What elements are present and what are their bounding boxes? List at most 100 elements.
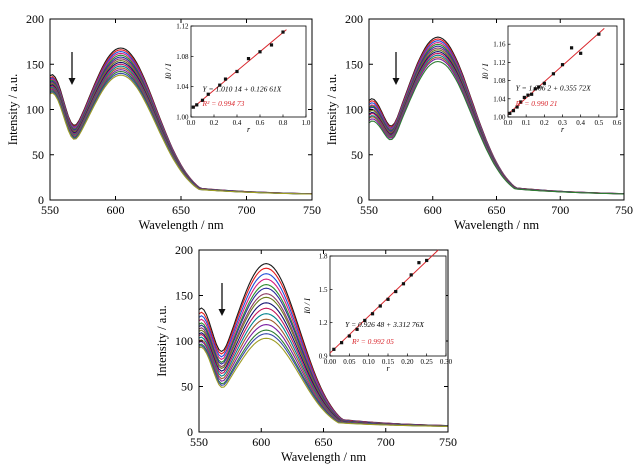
inset-y-tick-label: 1.00 [493,114,506,122]
data-point [394,289,398,294]
data-point [530,92,534,96]
x-axis-title: Wavelength / nm [138,218,223,232]
inset-x-tick-label: 0.15 [382,358,395,366]
inset-x-tick-label: 0.4 [576,119,585,127]
data-point [218,83,222,87]
x-tick-label: 700 [551,203,569,217]
x-tick-label: 700 [238,203,256,217]
x-tick-label: 750 [439,435,457,449]
inset-x-tick-label: 0.30 [440,358,453,366]
data-point [206,92,210,96]
data-point [542,81,546,85]
data-point [363,318,367,323]
x-axis-title: Wavelength / nm [454,218,539,232]
data-point [522,95,526,100]
inset-y-tick-label: 1.12 [176,23,189,31]
inset-x-tick-label: 0.8 [279,119,288,127]
arrow-head-icon [218,309,226,316]
inset-y-tick-label: 0.9 [319,353,328,361]
panel-a: 550 600 650 700 750 0 50 100 150 200 Wavelength / … [6,12,321,232]
inset-x-tick-label: 0.6 [256,119,265,127]
y-tick-label: 100 [26,103,44,117]
inset-x-tick-label: 0.3 [558,119,567,127]
inset-x-tick-label: 0.25 [421,358,434,366]
data-point [347,334,351,338]
y-tick-label: 0 [187,425,193,439]
inset-y-tick-label: 1.8 [319,253,328,261]
x-tick-label: 600 [252,435,270,449]
inset-y-tick-label: 1.08 [493,77,506,85]
data-point [417,261,421,265]
inset-y-tick-label: 1.16 [493,41,506,49]
spectrum-curve [198,337,448,427]
inset-frame [329,255,447,357]
inset-x-tick-label: 0.0 [187,119,196,127]
y-axis-title: Intensity / a.u. [155,305,169,377]
y-tick-label: 200 [175,243,193,257]
y-tick-label: 0 [38,193,44,207]
data-point [597,32,601,36]
y-axis-title: Intensity / a.u. [6,74,20,146]
inset-x-tick-label: 0.0 [504,119,513,127]
data-point [537,85,541,89]
y-tick-label: 50 [351,148,363,162]
y-tick-label: 100 [175,334,193,348]
data-point [355,327,359,331]
fit-equation: Y = 0.926 48 + 3.312 76X [345,320,424,329]
inset-x-tick-label: 0.00 [324,358,337,366]
x-tick-label: 700 [377,435,395,449]
data-point [269,43,274,47]
data-point [579,51,583,55]
inset-x-axis-title: r [386,364,390,373]
data-point [332,347,336,351]
data-point [386,297,390,301]
fit-equation: Y = 1.006 2 + 0.355 72X [516,84,592,93]
y-tick-label: 50 [181,380,193,394]
data-point [191,105,195,109]
x-tick-label: 650 [172,203,190,217]
inset-y-axis-title: I0 / I [303,298,312,315]
data-point [200,98,205,102]
inset-y-axis-title: I0 / I [481,63,490,80]
inset-x-tick-label: 1.0 [302,119,311,127]
inset-y-tick-label: 1.5 [319,286,328,294]
inset-x-tick-label: 0.20 [401,358,414,366]
inset-x-tick-label: 0.2 [540,119,549,127]
y-tick-label: 200 [345,12,363,26]
spectrum-curve [368,60,624,195]
data-point [195,103,199,107]
inset-y-tick-label: 1.12 [493,59,506,67]
panel-c: 550 600 650 700 750 0 50 100 150 200 Wavelength / … [155,243,457,464]
spectrum-curve [49,74,313,195]
data-point [508,111,512,115]
x-tick-label: 550 [360,203,378,217]
inset-x-axis-title: r [247,125,251,134]
data-point [378,304,382,308]
y-axis-title: Intensity / a.u. [325,74,339,146]
arrow-head-icon [392,78,400,85]
data-point [223,77,228,81]
inset-frame [190,25,307,118]
x-tick-label: 650 [315,435,333,449]
data-point [409,273,413,277]
data-point [551,72,556,76]
inset-x-tick-label: 0.4 [233,119,242,127]
x-tick-label: 750 [303,203,321,217]
data-point [560,63,565,67]
inset-x-tick-label: 0.2 [210,119,219,127]
fit-equation: Y = 1.010 14 + 0.126 61X [203,85,282,94]
data-point [511,109,516,113]
y-tick-label: 200 [26,12,44,26]
x-axis-title: Wavelength / nm [281,450,366,464]
x-tick-label: 600 [107,203,125,217]
inset-x-tick-label: 0.05 [343,358,356,366]
panel-b: 550 600 650 700 750 0 50 100 150 200 Wavelength / … [325,12,633,232]
x-tick-label: 750 [615,203,633,217]
data-point [246,57,251,61]
x-tick-label: 600 [424,203,442,217]
data-point [425,258,429,263]
inset-x-tick-label: 0.1 [522,119,531,127]
inset-y-tick-label: 1.04 [176,83,189,91]
y-tick-label: 150 [175,289,193,303]
